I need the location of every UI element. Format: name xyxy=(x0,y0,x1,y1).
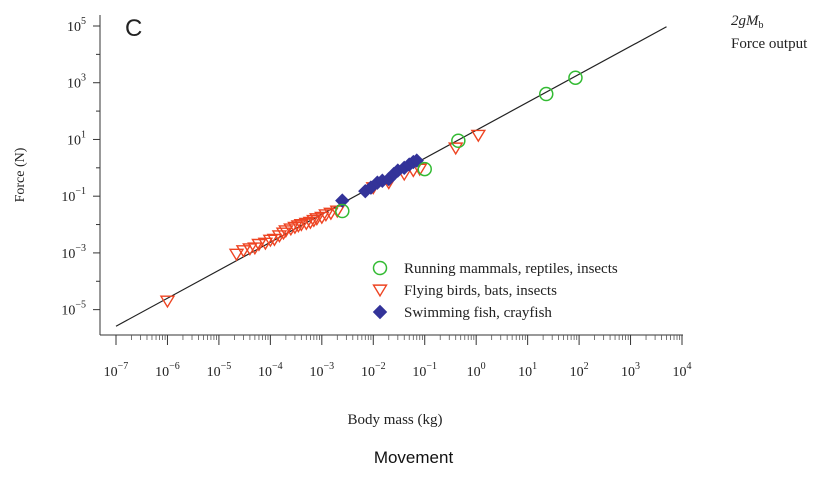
figure: 10−7 10−6 10−5 10−4 10−3 10−2 10−1 100 101 102 103… xyxy=(13,13,809,428)
axes: 10−7 10−6 10−5 10−4 10−3 10−2 10−1 100 101 102 103… xyxy=(13,15,692,428)
x-tick-label: 10−6 xyxy=(155,361,180,380)
y-tick-label: 10−1 xyxy=(61,186,86,205)
point-circle xyxy=(335,203,350,219)
chart-labels: 2gMb Force output C xyxy=(125,13,808,52)
x-tick-label: 104 xyxy=(673,361,692,380)
x-tick-label: 10−7 xyxy=(104,361,129,380)
y-tick-label: 105 xyxy=(67,16,86,35)
point-diamond xyxy=(335,193,350,208)
y-axis-title: Force (N) xyxy=(13,147,28,202)
chart: 10−7 10−6 10−5 10−4 10−3 10−2 10−1 100 101 102 103… xyxy=(13,13,808,428)
point-triangle-down xyxy=(298,217,315,231)
point-triangle-down xyxy=(470,129,487,143)
legend-label: Flying birds, bats, insects xyxy=(404,283,557,299)
x-tick-label: 10−2 xyxy=(361,361,386,380)
y-tick-label: 103 xyxy=(67,73,86,92)
y-tick-label: 101 xyxy=(67,129,86,148)
point-triangle-down xyxy=(235,245,252,258)
x-tick-label: 10−4 xyxy=(258,361,283,380)
point-circle xyxy=(451,133,466,149)
legend-marker xyxy=(372,284,388,298)
point-triangle-down xyxy=(283,223,299,237)
legend-marker xyxy=(372,304,388,320)
x-axis-title: Body mass (kg) xyxy=(348,412,443,428)
legend: Running mammals, reptiles, insects Flying… xyxy=(372,260,618,321)
legend-marker xyxy=(372,260,388,276)
point-triangle-down xyxy=(323,207,339,221)
legend-label: Swimming fish, crayfish xyxy=(404,305,552,321)
fit-label-text: Force output xyxy=(731,36,808,52)
point-triangle-down xyxy=(314,211,330,225)
x-tick-label: 103 xyxy=(621,361,640,380)
x-tick-label: 10−3 xyxy=(309,361,334,380)
x-tick-label: 101 xyxy=(518,361,537,380)
data-points xyxy=(159,70,583,309)
point-circle xyxy=(538,86,554,102)
point-triangle-down xyxy=(287,221,303,235)
point-triangle-down xyxy=(275,227,292,241)
point-circle xyxy=(417,161,432,177)
x-tick-label: 10−5 xyxy=(207,361,232,380)
legend-label: Running mammals, reptiles, insects xyxy=(404,261,618,277)
figure-caption: Movement xyxy=(373,448,454,467)
point-triangle-down xyxy=(262,234,279,248)
point-circle xyxy=(568,70,583,85)
y-tick-label: 10−3 xyxy=(61,243,86,262)
fit-label-formula: 2gMb xyxy=(731,13,764,31)
y-tick-label: 10−5 xyxy=(61,300,86,319)
point-triangle-down xyxy=(242,243,258,256)
point-triangle-down xyxy=(290,220,307,234)
point-triangle-down xyxy=(302,216,319,230)
x-tick-label: 10−1 xyxy=(412,361,437,380)
point-triangle-down xyxy=(228,248,245,262)
x-tick-label: 100 xyxy=(467,361,486,380)
point-triangle-down xyxy=(447,142,464,156)
point-triangle-down xyxy=(159,295,176,309)
x-tick-label: 102 xyxy=(570,361,589,380)
point-triangle-down xyxy=(306,214,322,228)
panel-label: C xyxy=(125,15,142,42)
